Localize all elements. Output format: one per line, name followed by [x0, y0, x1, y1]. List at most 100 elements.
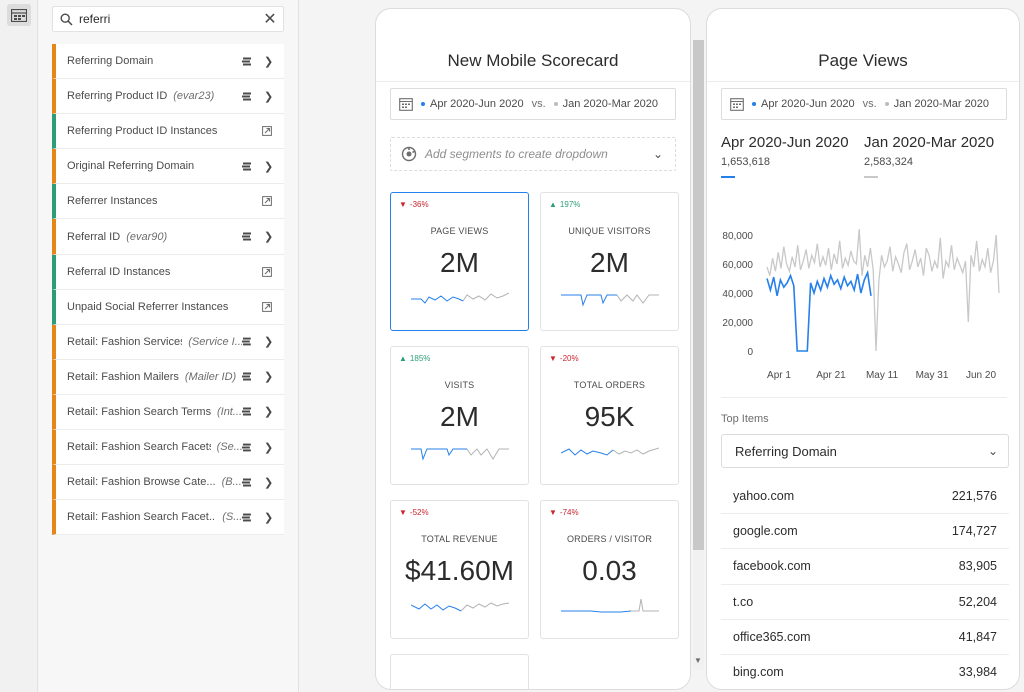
- primary-range-dot: [752, 102, 756, 106]
- metric-tile[interactable]: ▼ -36% PAGE VIEWS 2M: [390, 192, 529, 331]
- component-item[interactable]: Retail: Fashion Search Terms (Int... ❯: [52, 394, 284, 431]
- search-input[interactable]: [79, 12, 257, 26]
- chevron-right-icon[interactable]: ❯: [264, 231, 274, 244]
- sparkline-previous: [466, 448, 509, 460]
- chevron-right-icon[interactable]: ❯: [264, 371, 274, 384]
- y-tick-label: 80,000: [722, 231, 753, 242]
- metric-change: ▼ -52%: [399, 508, 429, 517]
- chevron-right-icon[interactable]: ❯: [264, 336, 274, 349]
- top-item-value: 52,204: [958, 594, 997, 609]
- pageviews-date-range[interactable]: Apr 2020-Jun 2020 vs. Jan 2020-Mar 2020: [721, 88, 1007, 120]
- dimension-info-icon[interactable]: [242, 443, 252, 452]
- sparkline-current: [561, 610, 632, 613]
- top-item-row[interactable]: google.com 174,727: [721, 514, 1009, 550]
- component-item[interactable]: Referrer Instances: [52, 184, 284, 220]
- metric-label: TOTAL REVENUE: [421, 534, 498, 544]
- chevron-right-icon[interactable]: ❯: [264, 90, 274, 103]
- metric-info-icon[interactable]: [262, 266, 272, 277]
- component-item[interactable]: Referral ID (evar90) ❯: [52, 219, 284, 255]
- dimension-info-icon[interactable]: [242, 372, 252, 381]
- component-name: Retail: Fashion Services: [67, 335, 183, 348]
- top-items-dropdown[interactable]: Referring Domain ⌄: [721, 434, 1009, 468]
- dimension-info-icon[interactable]: [242, 92, 252, 101]
- compare-range: Jan 2020-Mar 2020: [562, 98, 659, 110]
- component-name: Retail: Fashion Search Facets: [67, 441, 211, 454]
- metric-info-icon[interactable]: [262, 126, 272, 137]
- metric-change-value: -36%: [409, 200, 429, 209]
- component-item[interactable]: Retail: Fashion Search Facet... (S... ❯: [52, 500, 284, 536]
- segment-dropzone[interactable]: Add segments to create dropdown ⌄: [390, 137, 676, 171]
- component-item[interactable]: Retail: Fashion Mailers (Mailer ID) ❯: [52, 359, 284, 395]
- dimension-info-icon[interactable]: [242, 478, 252, 487]
- dimension-info-icon[interactable]: [242, 513, 252, 522]
- chevron-right-icon[interactable]: ❯: [264, 160, 274, 173]
- scorecard-date-range[interactable]: Apr 2020-Jun 2020 vs. Jan 2020-Mar 2020: [390, 88, 676, 120]
- metric-info-icon[interactable]: [262, 301, 272, 312]
- metric-value: $41.60M: [405, 555, 514, 586]
- component-item[interactable]: Referring Product ID (evar23) ❯: [52, 79, 284, 115]
- top-item-row[interactable]: bing.com 33,984: [721, 655, 1009, 689]
- metric-info-icon[interactable]: [262, 196, 272, 207]
- arrow-down-icon: ▼: [549, 508, 557, 517]
- metric-value: 0.03: [582, 555, 637, 586]
- top-item-row[interactable]: yahoo.com 221,576: [721, 479, 1009, 515]
- metric-tile[interactable]: ▼ -20% TOTAL ORDERS 95K: [540, 346, 679, 485]
- panel-toggle-icon[interactable]: [7, 4, 31, 26]
- component-item[interactable]: Referral ID Instances: [52, 254, 284, 290]
- metric-tile[interactable]: ▲ 185% VISITS 2M: [390, 346, 529, 485]
- component-item[interactable]: Referring Domain ❯: [52, 44, 284, 80]
- component-item[interactable]: Retail: Fashion Services (Service I... ❯: [52, 324, 284, 360]
- dimension-info-icon[interactable]: [242, 162, 252, 171]
- metric-sparkline: [561, 447, 659, 456]
- metric-label: UNIQUE VISITORS: [568, 226, 651, 236]
- dimension-info-icon[interactable]: [242, 337, 252, 346]
- metric-tile[interactable]: ▲ 197% UNIQUE VISITORS 2M: [540, 192, 679, 331]
- legend-compare-label: Jan 2020-Mar 2020: [864, 134, 995, 151]
- metric-change-value: 185%: [409, 354, 431, 363]
- component-item[interactable]: Referring Product ID Instances: [52, 114, 284, 150]
- clear-search-icon[interactable]: ✕: [263, 11, 277, 28]
- segment-icon: [401, 146, 417, 162]
- compare-range-dot: [553, 102, 558, 106]
- chevron-right-icon[interactable]: ❯: [264, 406, 274, 419]
- metric-value: 2M: [440, 401, 479, 432]
- top-item-row[interactable]: t.co 52,204: [721, 585, 1009, 620]
- metric-sparkline: [561, 294, 659, 307]
- top-item-row[interactable]: facebook.com 83,905: [721, 549, 1009, 585]
- component-item[interactable]: Retail: Fashion Browse Cate... (B... ❯: [52, 465, 284, 501]
- metric-tile[interactable]: ▼ -74% ORDERS / VISITOR 0.03: [540, 500, 679, 639]
- dimension-info-icon[interactable]: [242, 407, 252, 416]
- divider: [376, 81, 690, 82]
- scroll-down-icon[interactable]: ▼: [694, 656, 702, 665]
- component-name: Retail: Fashion Browse Cate...: [67, 476, 216, 489]
- component-item[interactable]: Unpaid Social Referrer Instances: [52, 289, 284, 325]
- metric-sparkline: [411, 602, 509, 612]
- dimension-info-icon[interactable]: [242, 57, 252, 66]
- pageviews-title: Page Views: [818, 51, 908, 70]
- top-item-value: 174,727: [951, 524, 997, 539]
- component-item[interactable]: Retail: Fashion Search Facets (Se... ❯: [52, 430, 284, 466]
- chevron-right-icon[interactable]: ❯: [264, 441, 274, 454]
- x-tick-label: Apr 1: [767, 370, 791, 381]
- component-name: Referral ID: [67, 230, 121, 243]
- chevron-right-icon[interactable]: ❯: [264, 55, 274, 68]
- component-item[interactable]: Original Referring Domain ❯: [52, 149, 284, 185]
- chevron-right-icon[interactable]: ❯: [264, 476, 274, 489]
- metric-value: 2M: [590, 247, 629, 278]
- metric-sparkline: [411, 448, 509, 461]
- chevron-right-icon[interactable]: ❯: [263, 511, 274, 524]
- metric-tile-partial[interactable]: [390, 654, 529, 689]
- dimension-info-icon[interactable]: [242, 232, 252, 241]
- metric-tile[interactable]: ▼ -52% TOTAL REVENUE $41.60M: [390, 500, 529, 639]
- y-tick-label: 20,000: [722, 318, 753, 329]
- top-item-row[interactable]: office365.com 41,847: [721, 620, 1009, 655]
- compare-range-dot: [884, 102, 889, 106]
- sparkline-previous: [616, 294, 659, 304]
- sparkline-current: [411, 295, 464, 304]
- x-tick-label: May 31: [916, 370, 949, 381]
- sparkline-previous: [631, 598, 659, 612]
- scrollbar-thumb[interactable]: [693, 40, 704, 550]
- sparkline-previous: [462, 292, 509, 302]
- component-list: Referring Domain ❯ Referring Product ID (ev…: [52, 44, 284, 536]
- x-tick-label: May 11: [866, 370, 898, 381]
